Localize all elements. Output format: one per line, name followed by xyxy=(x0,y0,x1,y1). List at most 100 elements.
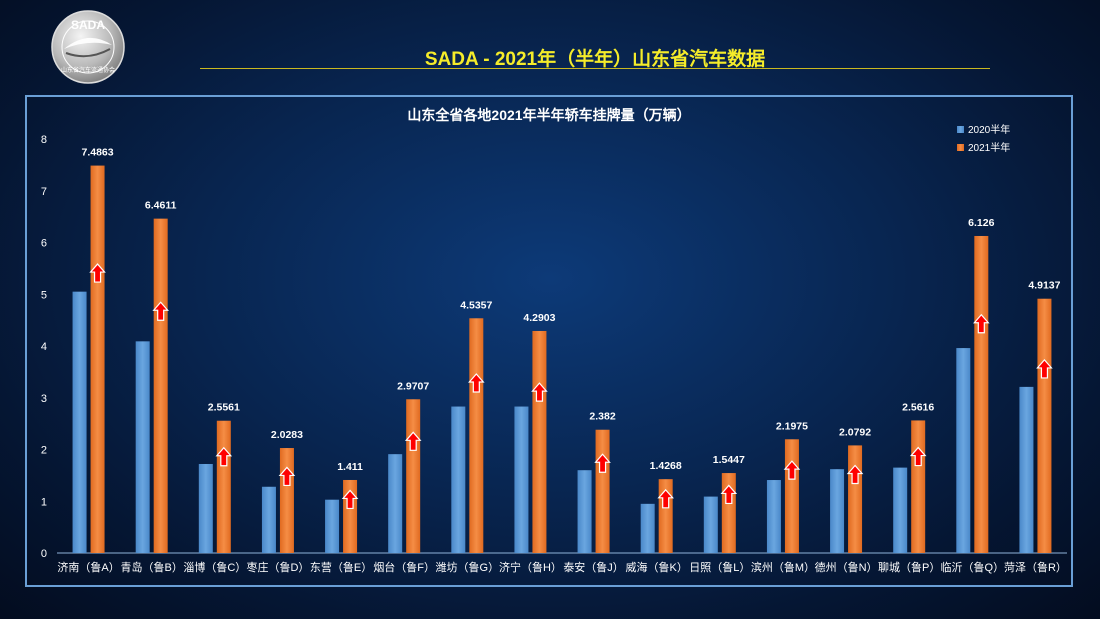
increase-arrow-icon xyxy=(720,484,738,505)
bar-2020 xyxy=(640,503,655,553)
increase-arrow-icon xyxy=(846,464,864,485)
bar-2021 xyxy=(974,235,989,554)
data-label-2021: 6.4611 xyxy=(145,200,177,212)
x-axis: 济南（鲁A） 青岛（鲁B） 淄博（鲁C） 枣庄（鲁D） 东营（鲁E） 烟台（鲁F） 潍坊（鲁… xyxy=(57,560,1067,574)
chart-title: 山东全省各地2021年半年轿车挂牌量（万辆） xyxy=(407,107,690,123)
bar-2020 xyxy=(577,470,592,553)
y-tick-label: 8 xyxy=(41,134,47,146)
y-tick-label: 3 xyxy=(41,393,47,405)
bar-2021 xyxy=(848,445,863,553)
title-divider xyxy=(200,68,990,69)
bar-2020 xyxy=(1019,386,1034,553)
data-label-2021: 4.5357 xyxy=(460,299,492,311)
x-category-label: 聊城（鲁P） xyxy=(878,560,940,574)
bar-2021 xyxy=(595,429,610,553)
x-category-label: 德州（鲁N） xyxy=(815,560,878,574)
legend-label: 2020半年 xyxy=(968,123,1010,136)
data-label-2021: 1.411 xyxy=(337,461,363,473)
page-title: SADA - 2021年（半年）山东省汽车数据 xyxy=(424,49,766,70)
legend-swatch xyxy=(957,126,964,133)
bar-2020 xyxy=(72,291,87,553)
y-tick-label: 6 xyxy=(41,238,47,250)
data-label-2021: 2.1975 xyxy=(776,420,808,432)
data-label-2021: 7.4863 xyxy=(82,147,114,159)
bar-2020 xyxy=(451,406,466,553)
y-tick-label: 5 xyxy=(41,289,47,301)
bar-2020 xyxy=(703,496,718,553)
data-label-2021: 2.5561 xyxy=(208,402,240,414)
x-category-label: 临沂（鲁Q） xyxy=(941,560,1005,574)
x-category-label: 东营（鲁E） xyxy=(310,560,372,574)
bar-2020 xyxy=(514,406,529,553)
x-category-label: 青岛（鲁B） xyxy=(121,560,183,574)
y-tick-label: 1 xyxy=(41,496,47,508)
data-label-2021: 2.0283 xyxy=(271,429,303,441)
increase-arrow-icon xyxy=(972,313,990,334)
x-category-label: 济宁（鲁H） xyxy=(499,560,562,574)
increase-arrow-icon xyxy=(909,446,927,467)
bar-2020 xyxy=(893,467,908,553)
data-label-2021: 2.9707 xyxy=(397,380,429,392)
data-label-2021: 2.382 xyxy=(589,411,615,423)
legend-label: 2021半年 xyxy=(968,141,1010,154)
y-tick-label: 0 xyxy=(41,548,47,560)
increase-arrow-icon xyxy=(594,453,611,473)
bar-chart: 山东全省各地2021年半年轿车挂牌量（万辆） 0 1 2 3 4 5 6 7 8 7.4863 6… xyxy=(41,107,1067,574)
data-label-2021: 1.4268 xyxy=(650,460,682,472)
bar-2021 xyxy=(911,420,926,553)
x-category-label: 泰安（鲁J） xyxy=(563,560,624,574)
increase-arrow-icon xyxy=(657,488,675,509)
bar-2020 xyxy=(830,469,845,553)
bar-2020 xyxy=(388,454,403,553)
y-tick-label: 7 xyxy=(41,186,47,198)
y-tick-label: 2 xyxy=(41,445,47,457)
bar-2021 xyxy=(1037,298,1052,553)
chart-panel: 山东全省各地2021年半年轿车挂牌量（万辆） 0 1 2 3 4 5 6 7 8 7.4863 6… xyxy=(25,95,1073,587)
x-category-label: 威海（鲁K） xyxy=(626,560,688,574)
bar-2021 xyxy=(469,318,484,553)
bars-group: 7.4863 6.4611 2.5561 2.0283 1.411 2.9707 4.535… xyxy=(72,147,1061,554)
data-label-2021: 4.9137 xyxy=(1028,280,1060,292)
sada-logo: SADA 山东省汽车流通协会 xyxy=(50,9,126,85)
data-label-2021: 1.5447 xyxy=(713,454,745,466)
bar-2020 xyxy=(198,463,213,553)
x-category-label: 济南（鲁A） xyxy=(57,560,119,574)
legend-swatch xyxy=(957,144,964,151)
x-category-label: 枣庄（鲁D） xyxy=(246,560,309,574)
increase-arrow-icon xyxy=(152,301,170,321)
x-category-label: 滨州（鲁M） xyxy=(751,560,815,574)
x-category-label: 菏泽（鲁R） xyxy=(1004,560,1067,574)
data-label-2021: 6.126 xyxy=(968,217,994,229)
bar-2021 xyxy=(153,218,168,554)
bar-2021 xyxy=(90,165,105,553)
bar-2021 xyxy=(784,439,799,553)
increase-arrow-icon xyxy=(1036,359,1053,379)
y-tick-label: 4 xyxy=(41,341,47,353)
bar-2020 xyxy=(956,348,971,553)
bar-2020 xyxy=(135,341,150,553)
increase-arrow-icon xyxy=(278,466,296,487)
increase-arrow-icon xyxy=(404,431,422,451)
legend: 2020半年 2021半年 xyxy=(957,123,1010,154)
increase-arrow-icon xyxy=(89,263,106,283)
data-label-2021: 4.2903 xyxy=(523,312,555,324)
increase-arrow-icon xyxy=(531,382,548,402)
increase-arrow-icon xyxy=(467,373,485,393)
bar-2020 xyxy=(261,486,276,553)
bar-2020 xyxy=(325,499,340,553)
x-category-label: 潍坊（鲁G） xyxy=(436,560,500,574)
bar-2020 xyxy=(766,480,781,553)
increase-arrow-icon xyxy=(783,460,801,480)
x-category-label: 烟台（鲁F） xyxy=(373,560,435,574)
bar-2021 xyxy=(406,399,421,553)
x-category-label: 日照（鲁L） xyxy=(689,560,750,574)
bar-2021 xyxy=(216,420,231,553)
logo-text: SADA xyxy=(71,18,105,32)
logo-subtext: 山东省汽车流通协会 xyxy=(61,66,115,74)
data-label-2021: 2.5616 xyxy=(902,401,934,413)
bar-2021 xyxy=(532,330,547,553)
data-label-2021: 2.0792 xyxy=(839,426,871,438)
bar-2021 xyxy=(279,448,294,553)
increase-arrow-icon xyxy=(215,446,233,467)
x-category-label: 淄博（鲁C） xyxy=(183,560,246,574)
